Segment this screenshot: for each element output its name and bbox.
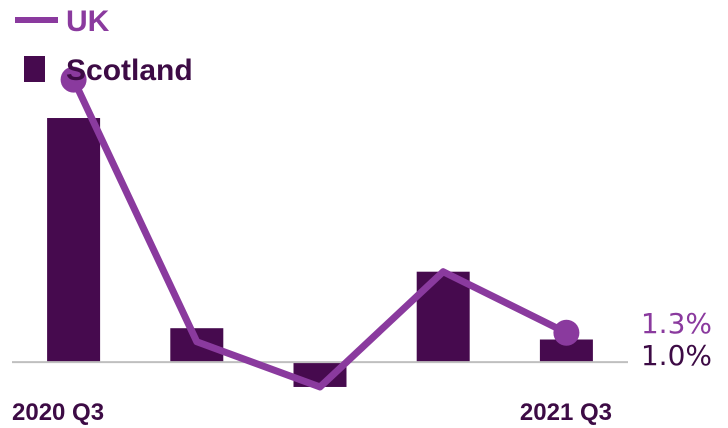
x-tick-first: 2020 Q3 — [12, 399, 104, 426]
uk-line-series — [60, 66, 580, 391]
legend-uk-label: UK — [66, 5, 110, 38]
x-tick-last: 2021 Q3 — [520, 399, 612, 426]
scotland-end-label: 1.0% — [641, 339, 712, 372]
scotland-bar-1 — [47, 118, 101, 363]
uk-line — [70, 76, 570, 391]
scotland-bar-5 — [539, 339, 593, 363]
uk-end-label: 1.3% — [641, 307, 712, 340]
uk-point-1 — [60, 66, 87, 93]
legend: UK Scotland — [15, 5, 193, 87]
scotland-bars — [47, 118, 593, 387]
uk-point-5 — [553, 319, 580, 346]
legend-scotland-swatch — [24, 56, 45, 82]
legend-scotland-label: Scotland — [66, 54, 193, 87]
